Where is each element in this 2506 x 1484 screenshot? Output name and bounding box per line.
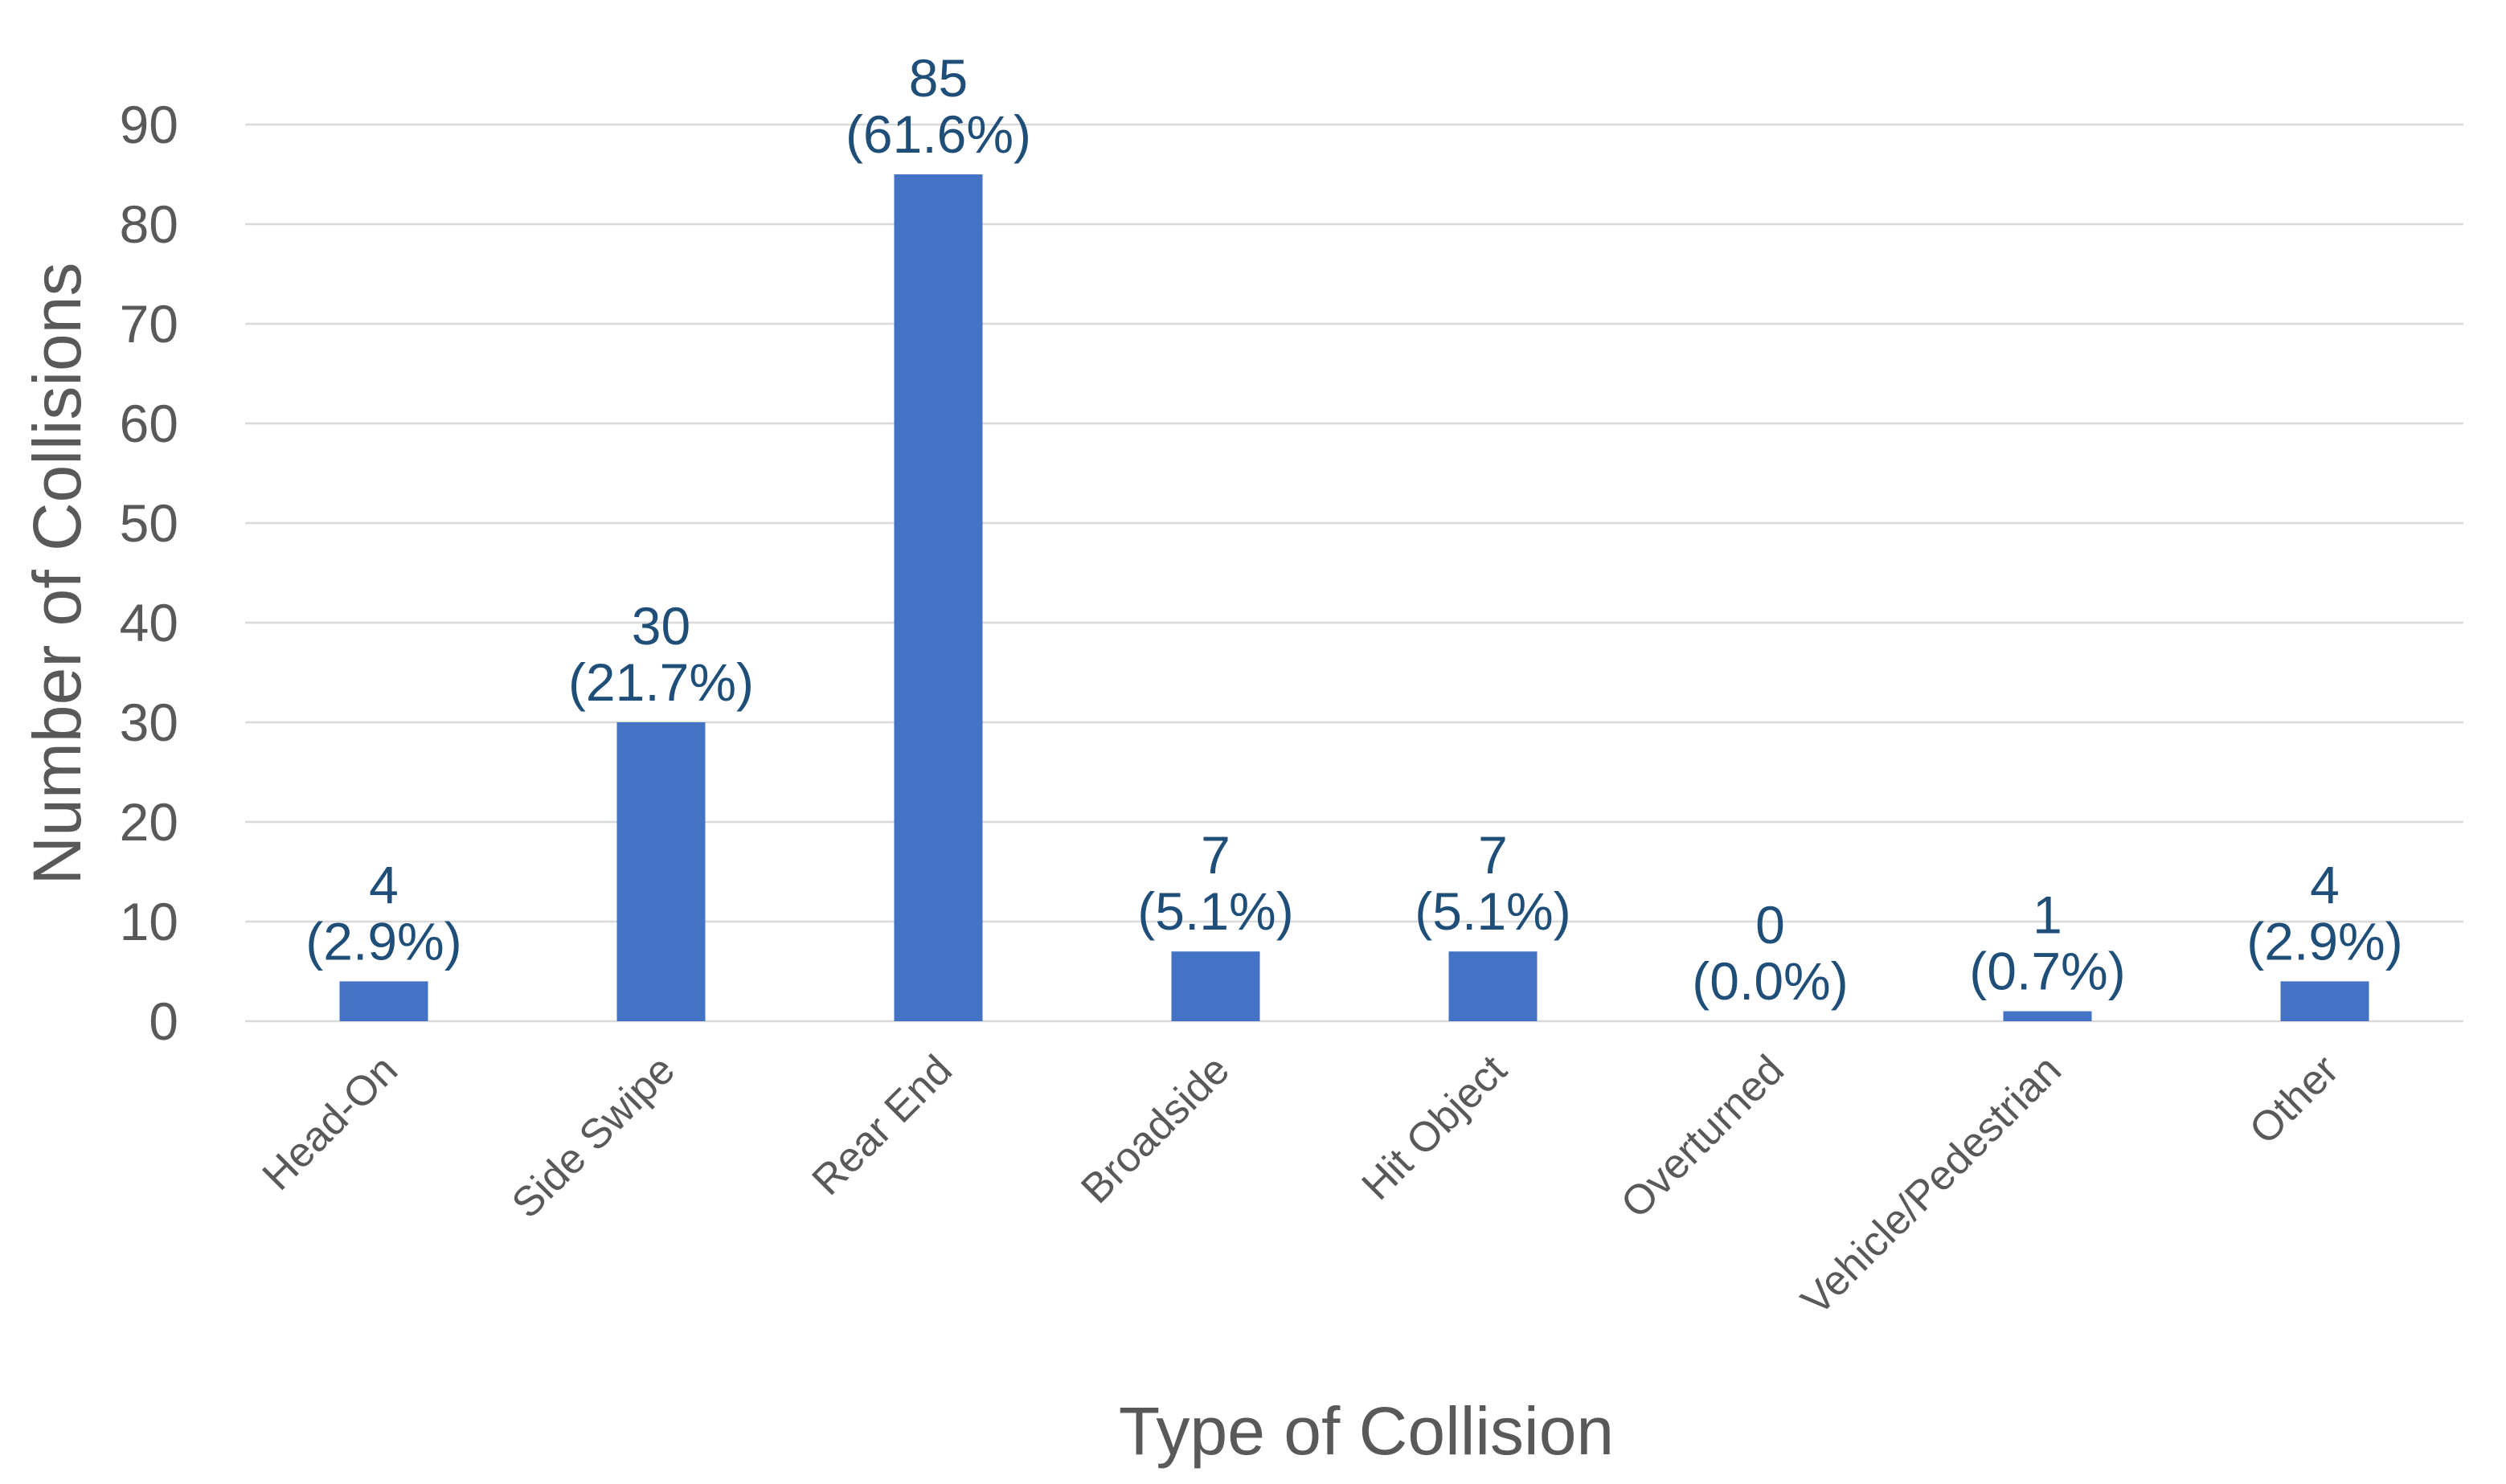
value-label: 7 <box>1478 825 1508 885</box>
data-labels: (2.9%)4(21.7%)30(61.6%)85(5.1%)7(5.1%)7(… <box>305 48 2402 1011</box>
y-tick-label: 50 <box>120 493 178 553</box>
percent-label: (21.7%) <box>568 652 754 712</box>
y-tick-label: 60 <box>120 394 178 453</box>
x-tick-label: Hit Object <box>1353 1046 1517 1209</box>
x-tick-label: Broadside <box>1072 1046 1239 1212</box>
value-label: 30 <box>632 596 690 656</box>
x-tick-label: Head-On <box>254 1046 407 1199</box>
x-tick-label: Rear End <box>804 1046 961 1204</box>
percent-label: (0.0%) <box>1692 951 1848 1011</box>
value-label: 4 <box>369 855 399 914</box>
bars <box>339 174 2369 1021</box>
bar <box>616 722 706 1021</box>
x-axis-title: Type of Collision <box>1119 1393 1614 1469</box>
bar <box>1448 951 1538 1021</box>
x-tick-label: Side Swipe <box>503 1046 684 1227</box>
percent-label: (5.1%) <box>1415 881 1570 941</box>
y-tick-label: 80 <box>120 194 178 254</box>
y-tick-label: 40 <box>120 593 178 652</box>
x-tick-label: Vehicle/Pedestrian <box>1792 1046 2070 1324</box>
bar <box>2280 981 2369 1021</box>
y-axis-ticks: 0 10 20 30 40 50 60 70 80 90 <box>120 95 178 1051</box>
x-axis-ticks: Head-On Side Swipe Rear End Broadside Hit Ob… <box>254 1046 2348 1324</box>
value-label: 7 <box>1201 825 1230 885</box>
percent-label: (5.1%) <box>1137 881 1293 941</box>
percent-label: (2.9%) <box>2246 911 2402 971</box>
y-tick-label: 10 <box>120 892 178 951</box>
bar <box>894 174 983 1021</box>
y-tick-label: 20 <box>120 792 178 852</box>
y-tick-label: 0 <box>149 991 178 1051</box>
y-tick-label: 30 <box>120 693 178 752</box>
value-label: 85 <box>909 48 968 108</box>
y-axis-title: Number of Collisions <box>19 263 95 885</box>
gridlines <box>245 123 2463 1023</box>
y-tick-label: 70 <box>120 294 178 354</box>
x-tick-label: Other <box>2241 1046 2348 1153</box>
percent-label: (2.9%) <box>305 911 461 971</box>
percent-label: (61.6%) <box>846 104 1031 164</box>
value-label: 0 <box>1755 895 1785 955</box>
value-label: 4 <box>2310 855 2340 914</box>
value-label: 1 <box>2033 885 2062 945</box>
bar <box>339 981 428 1021</box>
y-tick-label: 90 <box>120 95 178 154</box>
percent-label: (0.7%) <box>1969 942 2125 1001</box>
x-tick-label: Overturned <box>1612 1046 1793 1227</box>
bar <box>1171 951 1260 1021</box>
bar <box>2003 1011 2092 1021</box>
